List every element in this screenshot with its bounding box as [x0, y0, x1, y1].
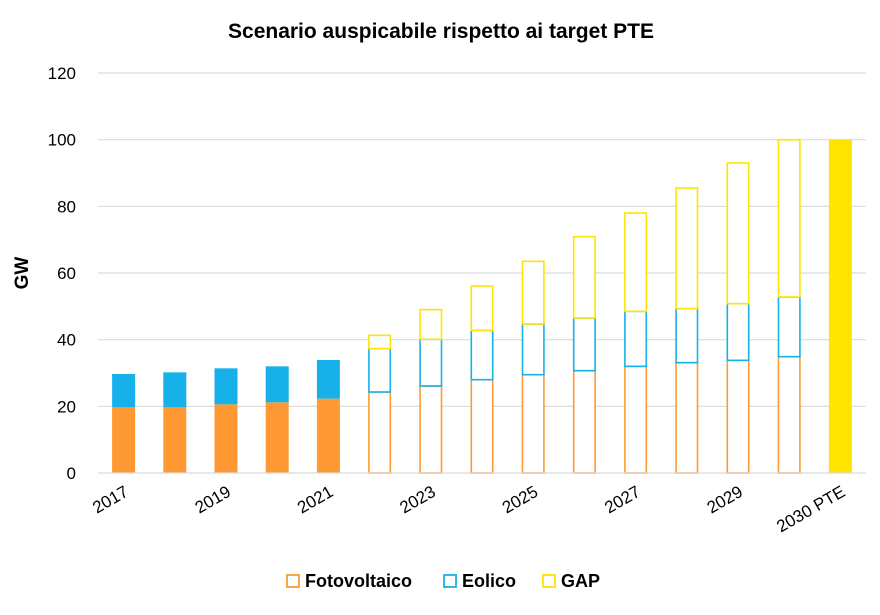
bar-eolico-2022 — [368, 347, 392, 393]
legend-swatch-eolico — [443, 574, 457, 588]
y-tick-label: 20 — [57, 397, 76, 416]
bar-gap-2022 — [368, 334, 392, 350]
bar-eolico-2025 — [521, 323, 545, 376]
bar-gap-2030-pte — [828, 139, 852, 473]
bar-eolico-2019 — [214, 368, 238, 405]
legend-swatch-fotovoltaico — [286, 574, 300, 588]
bar-eolico-2024 — [470, 329, 494, 381]
bar-eolico-2020 — [265, 366, 289, 403]
bar-fotovoltaico-2027 — [624, 365, 648, 474]
bar-fotovoltaico-2023 — [419, 385, 443, 474]
legend-label-fotovoltaico: Fotovoltaico — [305, 571, 412, 591]
y-tick-label: 100 — [48, 131, 76, 150]
bar-fotovoltaico-2025 — [521, 373, 545, 474]
bar-eolico-2017 — [112, 374, 136, 408]
bar-eolico-2026 — [572, 317, 596, 372]
y-tick-label: 60 — [57, 264, 76, 283]
bar-gap-2026 — [572, 235, 596, 319]
bar-gap-2025 — [521, 260, 545, 325]
bar-fotovoltaico-2019 — [214, 404, 238, 473]
bar-fotovoltaico-2024 — [470, 378, 494, 474]
bar-eolico-2028 — [675, 307, 699, 364]
bar-fotovoltaico-2021 — [316, 398, 340, 473]
bar-gap-2029 — [726, 162, 750, 305]
bar-eolico-2030 — [777, 296, 801, 358]
y-tick-label: 80 — [57, 197, 76, 216]
bar-fotovoltaico-2018 — [163, 407, 187, 473]
bar-fotovoltaico-2017 — [112, 407, 136, 473]
bar-eolico-2029 — [726, 302, 750, 362]
y-tick-label: 40 — [57, 331, 76, 350]
y-tick-label: 120 — [48, 64, 76, 83]
bar-fotovoltaico-2022 — [368, 391, 392, 474]
bar-eolico-2021 — [316, 360, 340, 399]
legend: Fotovoltaico Eolico GAP — [286, 571, 600, 591]
bar-eolico-2023 — [419, 338, 443, 387]
bar-fotovoltaico-2020 — [265, 402, 289, 473]
bar-eolico-2018 — [163, 372, 187, 408]
bar-fotovoltaico-2030 — [777, 355, 801, 474]
legend-label-eolico: Eolico — [462, 571, 516, 591]
chart-title: Scenario auspicabile rispetto ai target … — [228, 20, 654, 43]
y-axis-label: GW — [12, 257, 33, 290]
bar-gap-2027 — [624, 212, 648, 313]
bar-fotovoltaico-2028 — [675, 361, 699, 474]
bar-gap-2030 — [777, 138, 801, 298]
bar-fotovoltaico-2029 — [726, 359, 750, 474]
bar-fotovoltaico-2026 — [572, 369, 596, 474]
legend-label-gap: GAP — [561, 571, 600, 591]
y-tick-label: 0 — [67, 464, 76, 483]
bar-gap-2024 — [470, 285, 494, 332]
bar-gap-2023 — [419, 308, 443, 341]
bar-eolico-2027 — [624, 310, 648, 368]
bar-gap-2028 — [675, 187, 699, 310]
y-tick-labels: 0 20 40 60 80 100 120 — [48, 64, 76, 483]
legend-swatch-gap — [542, 574, 556, 588]
bars — [112, 138, 852, 474]
